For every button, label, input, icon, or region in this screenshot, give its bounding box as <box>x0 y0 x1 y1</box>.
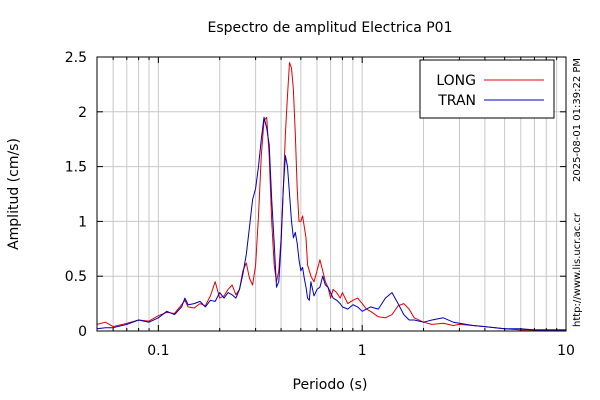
series-line-long <box>96 62 566 331</box>
y-tick-label: 0.5 <box>65 269 87 285</box>
url-text: http://www.lis.ucr.ac.cr <box>572 212 583 327</box>
axis-ticks: 0 0.5 1 1.5 2 2.5 0.1 1 10 <box>65 50 575 359</box>
legend-label-tran: TRAN <box>437 93 476 109</box>
x-tick-label: 1 <box>358 343 367 359</box>
legend-box <box>419 59 555 119</box>
y-axis-label: Amplitud (cm/s) <box>6 138 22 250</box>
y-tick-label: 1 <box>78 214 87 230</box>
legend: LONG TRAN <box>419 59 555 119</box>
x-axis-label: Periodo (s) <box>293 377 368 393</box>
y-tick-label: 1.5 <box>65 160 87 176</box>
plot-frame <box>96 56 567 332</box>
x-tick-label: 10 <box>557 343 575 359</box>
chart-title: Espectro de amplitud Electrica P01 <box>208 20 453 36</box>
y-tick-label: 2 <box>78 105 87 121</box>
x-tick-label: 0.1 <box>147 343 169 359</box>
series-line-tran <box>96 116 566 331</box>
timestamp-text: 2025-08-01 01:39:22 PM <box>572 58 583 182</box>
legend-label-long: LONG <box>436 73 476 89</box>
y-tick-label: 2.5 <box>65 50 87 66</box>
series-lines <box>96 62 566 331</box>
y-tick-label: 0 <box>78 324 87 340</box>
